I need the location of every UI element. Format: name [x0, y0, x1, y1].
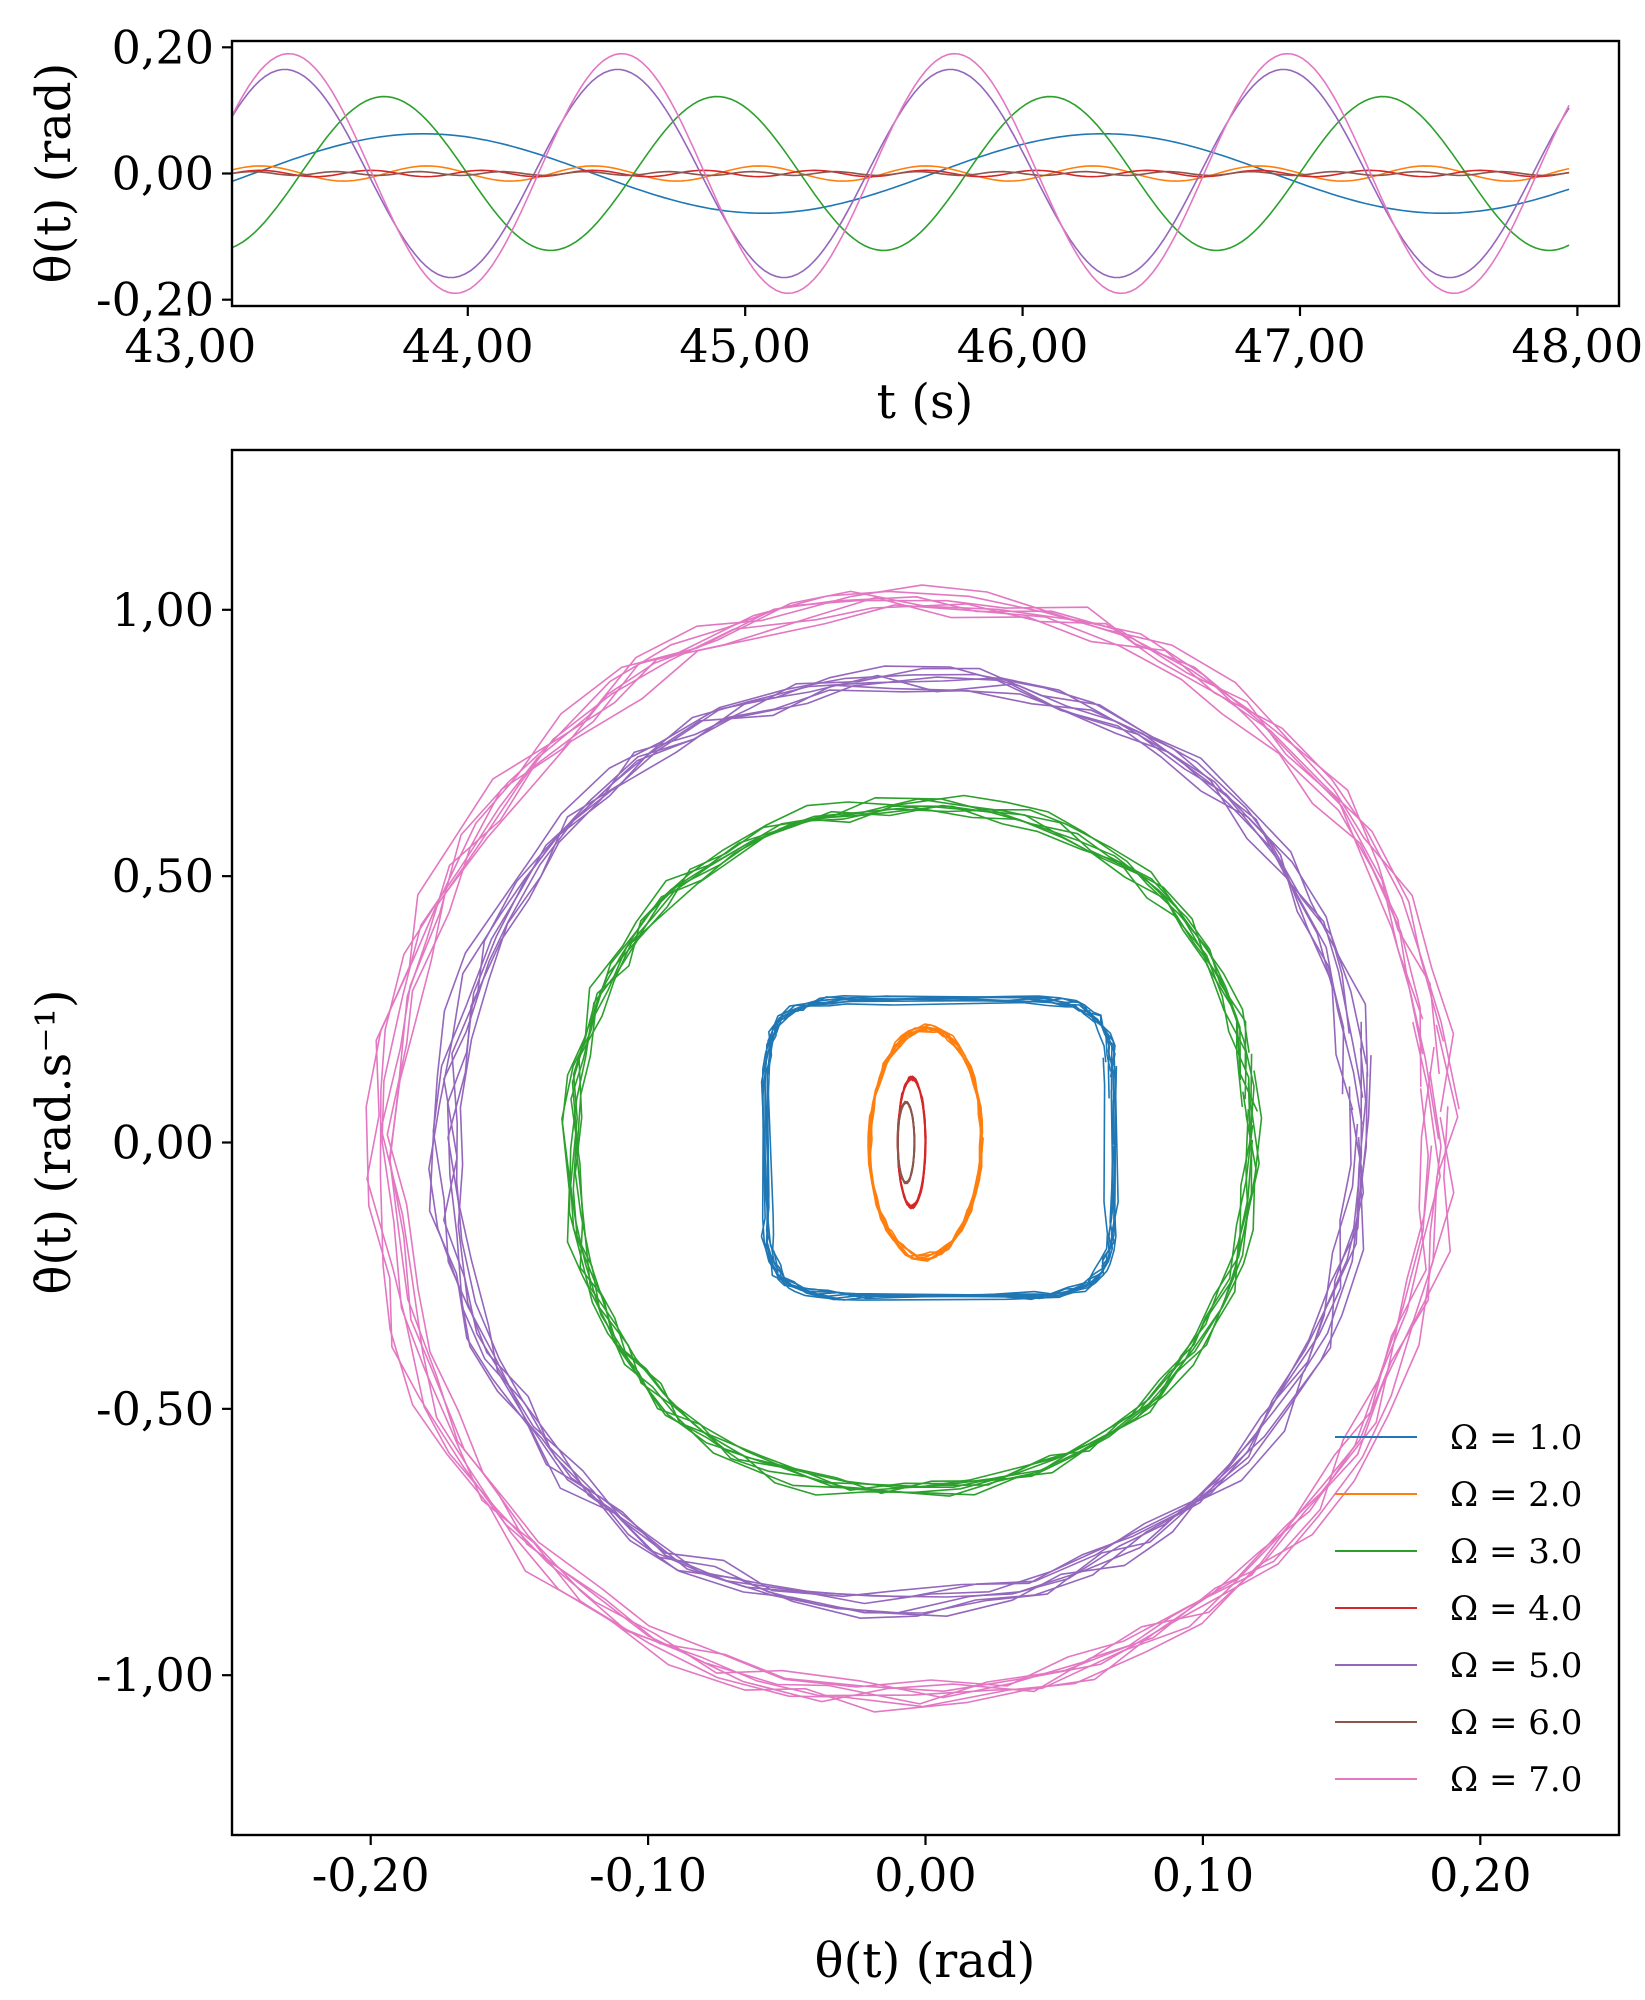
phase-portrait-x-tick-label: 0,20: [1429, 1848, 1531, 1902]
time-series-y-tick-label: -0,20: [96, 273, 214, 327]
legend-entry-label: Ω = 4.0: [1450, 1589, 1582, 1629]
phase-portrait-lines: [365, 584, 1460, 1713]
phase-portrait-line: [568, 798, 1255, 1494]
phase-portrait-line: [381, 584, 1442, 1697]
phase-portrait-line: [380, 599, 1441, 1713]
time-series-y-tick-label: 0,20: [112, 20, 214, 74]
phase-portrait-line: [366, 603, 1459, 1699]
phase-portrait-x-tick-label: 0,00: [874, 1848, 976, 1902]
time-series-line: [231, 52, 1570, 295]
phase-portrait-line: [571, 806, 1250, 1488]
phase-portrait-line: [388, 604, 1435, 1688]
time-series-y-ticks: 0,20 0,00 -0,20: [96, 20, 232, 327]
phase-portrait-x-tick-label: 0,10: [1152, 1848, 1254, 1902]
phase-portrait-line: [386, 590, 1429, 1703]
legend: Ω = 1.0 Ω = 2.0 Ω = 3.0 Ω = 4.0 Ω = 5.0 Ω = 6…: [1335, 1418, 1582, 1800]
phase-portrait-line: [561, 797, 1260, 1497]
phase-portrait-y-tick-label: 0,00: [112, 1116, 214, 1170]
time-series-x-tick-label: 45,00: [679, 319, 811, 373]
phase-portrait-line: [432, 676, 1363, 1598]
legend-entry-label: Ω = 7.0: [1450, 1760, 1582, 1800]
phase-portrait-line: [869, 1027, 982, 1262]
phase-portrait-x-tick-label: -0,20: [312, 1848, 430, 1902]
phase-portrait-panel: -0,20 -0,10 0,00 0,10 0,20 1,00 0,50 0,00 -0,50…: [26, 448, 1621, 1989]
time-series-x-tick-label: 46,00: [957, 319, 1089, 373]
phase-portrait-x-label: θ(t) (rad): [815, 1933, 1036, 1989]
time-series-x-tick-label: 43,00: [125, 319, 257, 373]
phase-portrait-line: [570, 794, 1252, 1496]
time-series-y-label: θ(t) (rad): [26, 63, 82, 284]
time-series-x-ticks: 43,00 44,00 45,00 46,00 47,00 48,00: [125, 306, 1644, 373]
phase-portrait-x-tick-label: -0,10: [589, 1848, 707, 1902]
time-series-line: [231, 170, 1570, 177]
legend-entry-label: Ω = 1.0: [1450, 1418, 1582, 1458]
phase-portrait-line: [446, 677, 1367, 1614]
time-series-line: [231, 133, 1570, 214]
time-series-y-tick-label: 0,00: [112, 147, 214, 201]
phase-portrait-line: [447, 667, 1352, 1617]
time-series-x-tick-label: 44,00: [402, 319, 534, 373]
legend-entry-label: Ω = 2.0: [1450, 1475, 1582, 1515]
phase-portrait-line: [896, 1100, 916, 1184]
time-series-panel: 43,00 44,00 45,00 46,00 47,00 48,00 0,20 0,00 -…: [26, 20, 1643, 430]
phase-portrait-line: [760, 995, 1118, 1301]
phase-portrait-line: [767, 997, 1109, 1300]
phase-portrait-y-tick-label: 1,00: [112, 583, 214, 637]
phase-portrait-y-tick-label: -1,00: [96, 1648, 214, 1702]
legend-entry-label: Ω = 5.0: [1450, 1646, 1582, 1686]
legend-entry-label: Ω = 6.0: [1450, 1703, 1582, 1743]
phase-portrait-line: [443, 689, 1365, 1598]
phase-portrait-line: [561, 808, 1263, 1491]
phase-portrait-y-tick-label: -0,50: [96, 1382, 214, 1436]
legend-entry-label: Ω = 3.0: [1450, 1532, 1582, 1572]
time-series-line: [231, 95, 1570, 252]
time-series-x-label: t (s): [877, 374, 974, 430]
phase-portrait-y-ticks: 1,00 0,50 0,00 -0,50 -1,00: [96, 583, 232, 1702]
time-series-x-tick-label: 47,00: [1234, 319, 1366, 373]
phase-portrait-line: [428, 684, 1372, 1598]
time-series-line: [231, 165, 1570, 182]
phase-portrait-y-label: θ̇(t) (rad.s⁻¹): [26, 989, 82, 1294]
phase-portrait-line: [451, 674, 1364, 1605]
time-series-lines: [231, 52, 1570, 295]
phase-portrait-line: [379, 590, 1455, 1708]
phase-portrait-x-ticks: -0,20 -0,10 0,00 0,10 0,20: [312, 1835, 1532, 1902]
phase-portrait-line: [897, 1075, 926, 1210]
phase-portrait-y-tick-label: 0,50: [112, 849, 214, 903]
phase-portrait-line: [764, 1001, 1117, 1296]
time-series-x-tick-label: 48,00: [1512, 319, 1644, 373]
